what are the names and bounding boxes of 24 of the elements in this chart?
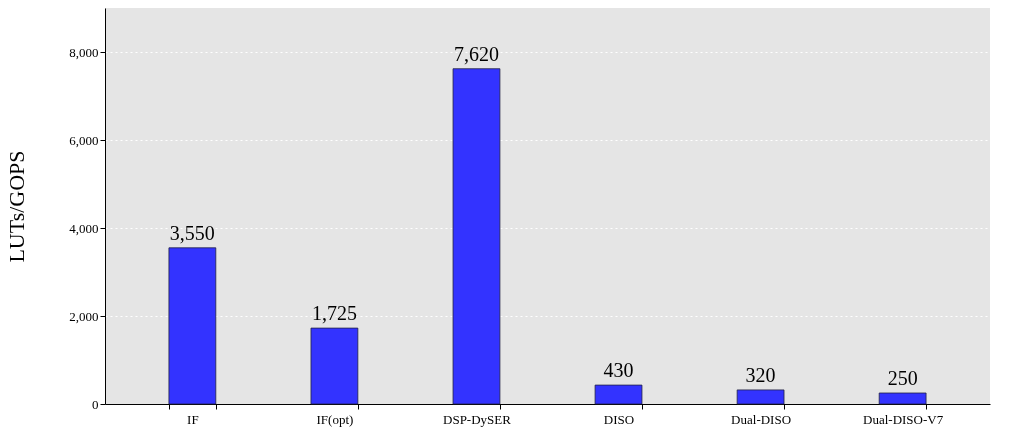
x-tick-label: Dual-DISO-V7 [863, 411, 944, 427]
bar [594, 384, 643, 405]
y-axis-title: LUTs/GOPS [4, 150, 30, 263]
bar [878, 392, 927, 405]
y-tick-label: 6,000 [69, 132, 99, 148]
data-label: 430 [603, 359, 634, 382]
data-label: 1,725 [311, 302, 357, 325]
bar [736, 389, 785, 405]
bar [168, 247, 217, 405]
x-tick-label: DISO [603, 411, 635, 427]
bar [310, 327, 359, 405]
y-tick-label: 0 [92, 396, 99, 412]
y-tick-label: 8,000 [69, 44, 99, 60]
x-tick-label: IF [187, 411, 199, 427]
data-label: 320 [745, 363, 776, 386]
x-tick-label: DSP-DySER [443, 411, 512, 427]
x-tick-label: IF(opt) [316, 411, 354, 427]
data-label: 3,550 [169, 221, 215, 244]
y-tick-label: 2,000 [69, 308, 99, 324]
data-label: 7,620 [453, 42, 499, 65]
y-tick-label: 4,000 [69, 220, 99, 236]
x-tick-label: Dual-DISO [731, 411, 792, 427]
bar [452, 68, 501, 405]
data-label: 250 [887, 367, 918, 389]
